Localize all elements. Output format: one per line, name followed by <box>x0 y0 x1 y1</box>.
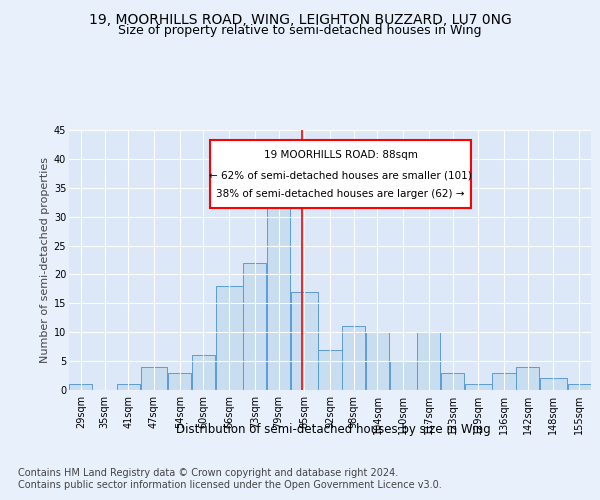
Bar <box>342 326 365 390</box>
Text: 19, MOORHILLS ROAD, WING, LEIGHTON BUZZARD, LU7 0NG: 19, MOORHILLS ROAD, WING, LEIGHTON BUZZA… <box>89 12 511 26</box>
Bar <box>140 367 167 390</box>
Text: Size of property relative to semi-detached houses in Wing: Size of property relative to semi-detach… <box>118 24 482 37</box>
Text: 38% of semi-detached houses are larger (62) →: 38% of semi-detached houses are larger (… <box>216 190 464 200</box>
Y-axis label: Number of semi-detached properties: Number of semi-detached properties <box>40 157 50 363</box>
Text: ← 62% of semi-detached houses are smaller (101): ← 62% of semi-detached houses are smalle… <box>209 170 472 180</box>
Bar <box>418 332 440 390</box>
Bar <box>70 384 92 390</box>
Bar <box>465 384 492 390</box>
Bar <box>568 384 590 390</box>
FancyBboxPatch shape <box>210 140 471 208</box>
Bar <box>441 372 464 390</box>
Bar <box>267 176 290 390</box>
Bar <box>168 372 191 390</box>
Text: 19 MOORHILLS ROAD: 88sqm: 19 MOORHILLS ROAD: 88sqm <box>263 150 418 160</box>
Bar <box>390 361 416 390</box>
Text: Contains public sector information licensed under the Open Government Licence v3: Contains public sector information licen… <box>18 480 442 490</box>
Bar <box>192 356 215 390</box>
Bar <box>319 350 341 390</box>
Bar <box>291 292 318 390</box>
Bar <box>117 384 140 390</box>
Bar <box>516 367 539 390</box>
Bar <box>493 372 515 390</box>
Text: Contains HM Land Registry data © Crown copyright and database right 2024.: Contains HM Land Registry data © Crown c… <box>18 468 398 477</box>
Bar <box>216 286 242 390</box>
Bar <box>540 378 567 390</box>
Bar <box>366 332 389 390</box>
Text: Distribution of semi-detached houses by size in Wing: Distribution of semi-detached houses by … <box>176 422 490 436</box>
Bar <box>244 263 266 390</box>
